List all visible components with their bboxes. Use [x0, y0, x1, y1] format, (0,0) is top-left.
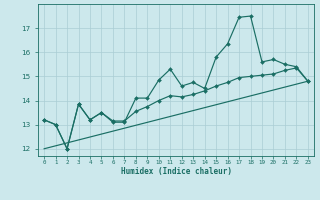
X-axis label: Humidex (Indice chaleur): Humidex (Indice chaleur) — [121, 167, 231, 176]
